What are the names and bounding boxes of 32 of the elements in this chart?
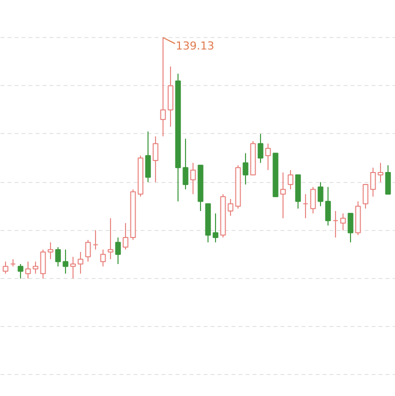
- candlestick: [100, 249, 106, 267]
- candlestick: [258, 133, 264, 164]
- candlestick: [325, 186, 331, 226]
- candlestick: [108, 218, 114, 260]
- candlestick: [265, 143, 271, 171]
- candlestick: [310, 186, 316, 214]
- candlestick: [288, 170, 294, 190]
- candlestick: [92, 230, 98, 250]
- candlestick: [318, 182, 324, 207]
- candlestick: [190, 162, 196, 195]
- candlestick: [115, 237, 121, 265]
- candlestick: [348, 212, 354, 243]
- annotation: 139.13: [176, 39, 214, 52]
- candlestick: [85, 239, 91, 262]
- candlestick: [145, 131, 151, 183]
- candlestick: [18, 264, 24, 279]
- candlestick: [55, 246, 61, 267]
- candlestick: [48, 242, 54, 260]
- candlestick: [2, 261, 8, 274]
- candlestick: [332, 210, 338, 238]
- candlestick: [62, 249, 68, 274]
- candlestick: [122, 222, 128, 250]
- candlestick: [385, 164, 391, 195]
- candlestick: [152, 136, 158, 183]
- candlestick: [160, 37, 166, 137]
- candlestick: [10, 258, 16, 267]
- candlestick: [280, 172, 286, 219]
- candlestick: [302, 194, 308, 219]
- candlestick: [242, 152, 248, 186]
- candlestick: [78, 251, 84, 274]
- candlestick: [70, 256, 76, 279]
- candlestick: [340, 212, 346, 231]
